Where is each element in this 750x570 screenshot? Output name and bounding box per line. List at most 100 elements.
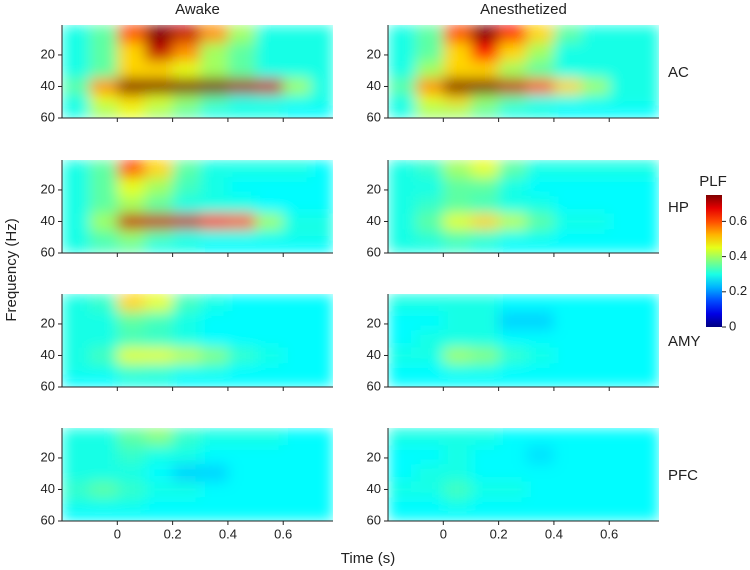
heatmap-cell bbox=[609, 213, 638, 230]
heatmap-cell bbox=[388, 240, 417, 253]
heatmap-cell bbox=[443, 196, 472, 215]
heatmap-cell bbox=[526, 445, 555, 465]
heatmap-cell bbox=[117, 363, 146, 375]
heatmap-cell bbox=[470, 213, 500, 230]
heatmap-cell bbox=[470, 240, 500, 253]
heatmap-cell bbox=[117, 508, 146, 521]
heatmap-cell bbox=[310, 177, 333, 197]
x-tick-label: 0 bbox=[440, 526, 447, 541]
heatmap-cell bbox=[310, 481, 333, 498]
heatmap-cell bbox=[310, 464, 333, 483]
heatmap-cell bbox=[255, 61, 284, 80]
heatmap-cell bbox=[388, 229, 417, 241]
panel bbox=[62, 294, 333, 387]
panel bbox=[388, 428, 659, 521]
heatmap-cell bbox=[62, 78, 91, 95]
heatmap-cell bbox=[283, 311, 312, 331]
heatmap-cell bbox=[117, 497, 146, 509]
x-tick-label: 0.2 bbox=[490, 526, 508, 541]
heatmap-cell bbox=[89, 160, 118, 178]
heatmap-cell bbox=[310, 61, 333, 80]
heatmap-cell bbox=[526, 311, 555, 331]
heatmap-cell bbox=[498, 105, 527, 118]
heatmap-cell bbox=[172, 25, 201, 43]
heatmap-cell bbox=[310, 508, 333, 521]
y-tick-label: 60 bbox=[41, 378, 55, 393]
heatmap-cell bbox=[470, 160, 500, 178]
heatmap-cell bbox=[553, 213, 583, 230]
heatmap-cell bbox=[310, 445, 333, 465]
heatmap-cell bbox=[581, 428, 610, 446]
heatmap-cell bbox=[283, 61, 312, 80]
colorbar-tick-label: 0.2 bbox=[729, 283, 747, 298]
heatmap-cell bbox=[443, 428, 472, 446]
heatmap-cell bbox=[636, 61, 659, 80]
heatmap-cell bbox=[498, 311, 527, 331]
heatmap-cell bbox=[310, 213, 333, 230]
heatmap-cell bbox=[526, 330, 555, 349]
column-title: Anesthetized bbox=[480, 1, 567, 18]
heatmap-cell bbox=[498, 78, 527, 95]
heatmap-cell bbox=[526, 105, 555, 118]
heatmap-cell bbox=[388, 428, 417, 446]
heatmap-cell bbox=[498, 508, 527, 521]
heatmap-cell bbox=[609, 497, 638, 509]
heatmap-cell bbox=[283, 78, 312, 95]
heatmap-cell bbox=[227, 229, 257, 241]
heatmap-cell bbox=[388, 347, 417, 364]
heatmap-cell bbox=[553, 94, 583, 106]
heatmap-cell bbox=[498, 497, 527, 509]
heatmap-cell bbox=[172, 330, 201, 349]
heatmap-cell bbox=[581, 445, 610, 465]
heatmap-cell bbox=[200, 240, 229, 253]
heatmap-cell bbox=[283, 42, 312, 62]
heatmap-cell bbox=[636, 94, 659, 106]
heatmap-cell bbox=[117, 330, 146, 349]
heatmap-cell bbox=[553, 177, 583, 197]
heatmap-cell bbox=[144, 105, 174, 118]
heatmap-cell bbox=[117, 445, 146, 465]
heatmap-cell bbox=[255, 196, 284, 215]
heatmap-cell bbox=[62, 374, 91, 387]
heatmap-cell bbox=[553, 61, 583, 80]
heatmap-cell bbox=[498, 213, 527, 230]
heatmap-cell bbox=[470, 196, 500, 215]
x-axis-label: Time (s) bbox=[341, 550, 395, 567]
heatmap-cell bbox=[388, 294, 417, 312]
heatmap-cell bbox=[255, 105, 284, 118]
heatmap-cell bbox=[310, 374, 333, 387]
heatmap-cell bbox=[227, 428, 257, 446]
heatmap-cell bbox=[172, 78, 201, 95]
heatmap-cell bbox=[636, 78, 659, 95]
heatmap-cell bbox=[227, 445, 257, 465]
y-tick-label: 60 bbox=[41, 244, 55, 259]
heatmap-cell bbox=[443, 374, 472, 387]
heatmap-cell bbox=[200, 428, 229, 446]
x-tick-label: 0.4 bbox=[219, 526, 237, 541]
heatmap-cell bbox=[144, 464, 174, 483]
heatmap-cell bbox=[89, 78, 118, 95]
heatmap-cell bbox=[609, 464, 638, 483]
heatmap bbox=[388, 294, 659, 387]
heatmap-cell bbox=[283, 497, 312, 509]
heatmap-cell bbox=[144, 294, 174, 312]
heatmap-cell bbox=[636, 428, 659, 446]
heatmap-cell bbox=[498, 229, 527, 241]
heatmap-cell bbox=[553, 330, 583, 349]
heatmap-cell bbox=[443, 160, 472, 178]
heatmap-cell bbox=[581, 42, 610, 62]
heatmap-cell bbox=[227, 196, 257, 215]
heatmap-cell bbox=[172, 481, 201, 498]
heatmap-cell bbox=[470, 105, 500, 118]
heatmap-cell bbox=[227, 78, 257, 95]
row-label: AC bbox=[668, 64, 689, 81]
heatmap-cell bbox=[200, 196, 229, 215]
heatmap-cell bbox=[89, 61, 118, 80]
heatmap-cell bbox=[609, 177, 638, 197]
heatmap-cell bbox=[609, 25, 638, 43]
heatmap-cell bbox=[117, 240, 146, 253]
heatmap-cell bbox=[526, 481, 555, 498]
heatmap-cell bbox=[443, 240, 472, 253]
heatmap-cell bbox=[172, 229, 201, 241]
heatmap-cell bbox=[283, 347, 312, 364]
